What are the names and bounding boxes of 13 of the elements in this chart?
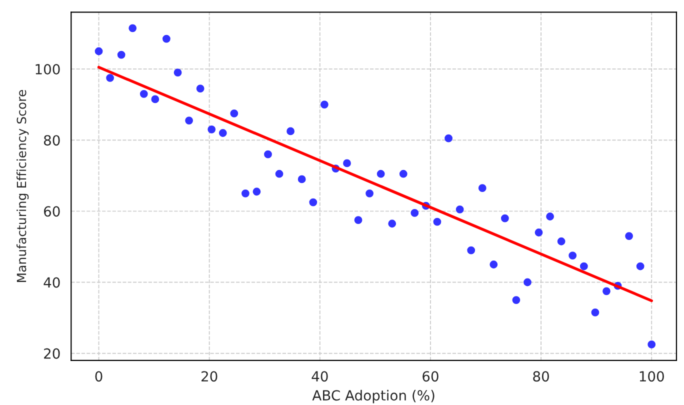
y-tick-label: 40 [44,277,60,288]
x-tick-label: 20 [202,371,218,382]
y-tick-label: 60 [44,206,60,217]
y-tick-label: 100 [36,64,60,74]
x-tick-label: 60 [422,371,438,382]
y-tick-label: 80 [44,135,60,146]
x-tick-label: 100 [640,371,664,382]
y-axis-title: Manufacturing Efficiency Score [16,90,29,282]
x-axis-title: ABC Adoption (%) [312,390,434,404]
x-tick-label: 0 [95,371,102,382]
x-tick-label: 80 [533,371,549,382]
y-tick-label: 20 [44,348,60,359]
x-tick-label: 40 [312,371,328,382]
